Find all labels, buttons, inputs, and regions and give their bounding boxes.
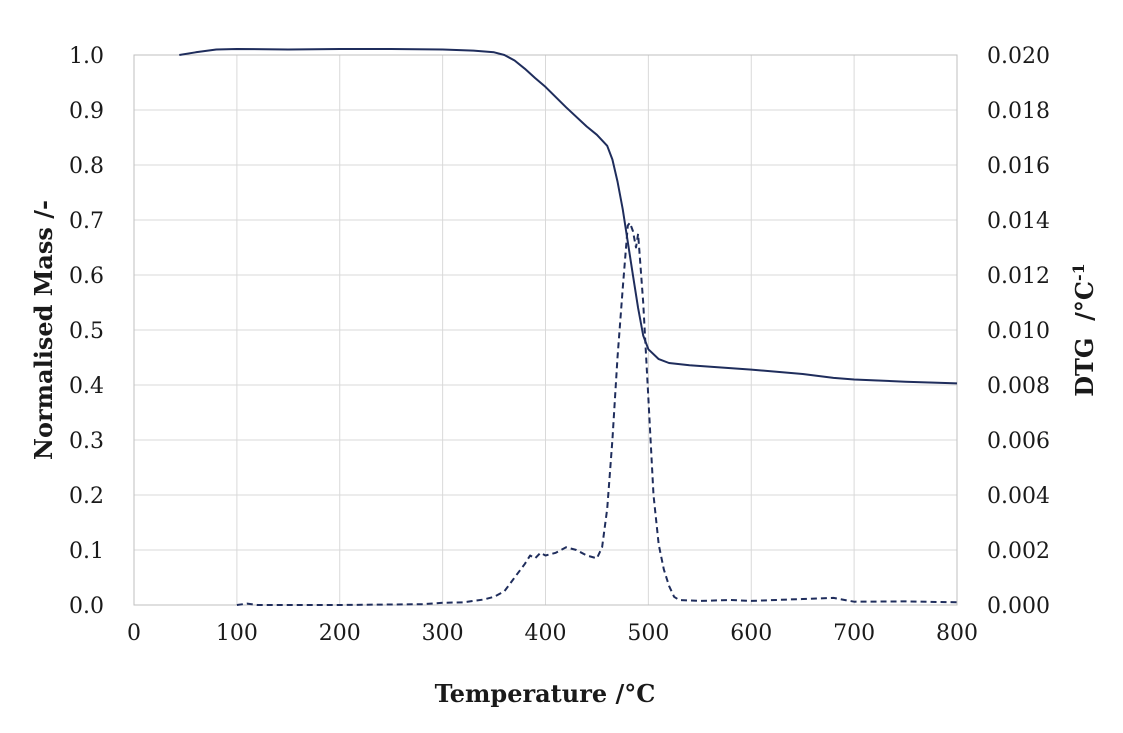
y-left-tick-label: 0.8 <box>69 154 104 179</box>
grid <box>133 54 958 606</box>
y-right-tick-label: 0.012 <box>987 264 1050 289</box>
y-left-tick-label: 0.4 <box>69 374 104 399</box>
y-right-tick-label: 0.016 <box>987 154 1050 179</box>
y-right-tick-label: 0.020 <box>987 44 1050 69</box>
y-right-tick-label: 0.010 <box>987 319 1050 344</box>
y-right-axis-title-main: DTG /°C <box>1070 281 1099 397</box>
x-tick-label: 500 <box>627 621 669 646</box>
x-tick-label: 800 <box>936 621 978 646</box>
y-left-tick-label: 0.9 <box>69 99 104 124</box>
y-left-tick-label: 0.6 <box>69 264 104 289</box>
y-right-axis-title-sup: -1 <box>1069 263 1088 281</box>
x-tick-label: 400 <box>525 621 567 646</box>
y-right-tick-label: 0.018 <box>987 99 1050 124</box>
y-right-tick-label: 0.006 <box>987 429 1050 454</box>
x-tick-label: 300 <box>422 621 464 646</box>
x-tick-label: 700 <box>833 621 875 646</box>
x-tick-label: 600 <box>730 621 772 646</box>
y-left-tick-label: 0.1 <box>69 539 104 564</box>
y-left-tick-label: 0.2 <box>69 484 104 509</box>
y-left-axis-title: Normalised Mass /- <box>29 200 58 460</box>
x-axis-title: Temperature /°C <box>435 679 656 708</box>
y-right-tick-label: 0.000 <box>987 594 1050 619</box>
y-right-tick-label: 0.014 <box>987 209 1050 234</box>
x-tick-label: 200 <box>319 621 361 646</box>
y-left-tick-label: 0.5 <box>69 319 104 344</box>
y-right-tick-label: 0.008 <box>987 374 1050 399</box>
y-left-tick-label: 0.7 <box>69 209 104 234</box>
dtg-series-line <box>236 221 958 606</box>
y-right-axis-title: DTG /°C-1 <box>1069 263 1099 397</box>
y-left-tick-label: 1.0 <box>69 44 104 69</box>
y-right-tick-label: 0.004 <box>987 484 1050 509</box>
plot-area <box>133 54 958 606</box>
y-right-tick-label: 0.002 <box>987 539 1050 564</box>
y-left-tick-label: 0.0 <box>69 594 104 619</box>
x-tick-label: 0 <box>127 621 141 646</box>
x-tick-label: 100 <box>216 621 258 646</box>
y-left-axis-ticks: 0.0 0.1 0.2 0.3 0.4 0.5 0.6 0.7 0.8 0.9 1.0 <box>69 44 104 619</box>
x-axis-ticks: 0 100 200 300 400 500 600 700 800 <box>127 621 978 646</box>
y-right-axis-ticks: 0.000 0.002 0.004 0.006 0.008 0.010 0.012 0.014… <box>987 44 1050 619</box>
y-left-tick-label: 0.3 <box>69 429 104 454</box>
mass-series-line <box>179 48 958 385</box>
series <box>179 48 958 606</box>
